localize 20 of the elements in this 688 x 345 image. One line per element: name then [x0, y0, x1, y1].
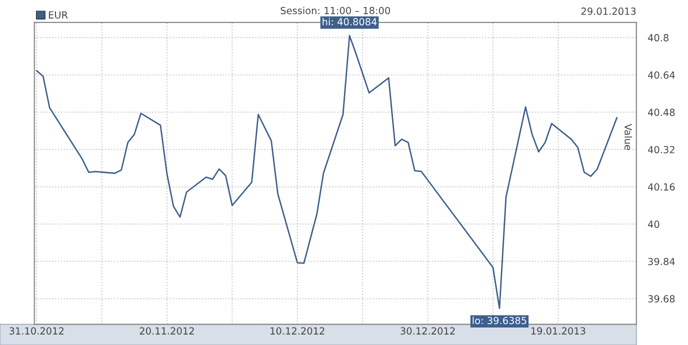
y-tick-label: 39.68 — [648, 295, 675, 302]
annotation: hi: 40.8084 — [322, 18, 377, 26]
x-tick-label: 19.01.2013 — [531, 327, 586, 335]
y-tick-label: 40.64 — [648, 71, 675, 79]
y-tick-label: 40.16 — [648, 183, 675, 191]
annotation: lo: 39.6385 — [472, 316, 526, 324]
x-tick-label: 20.11.2012 — [140, 327, 194, 335]
y-tick-label: 40.8 — [648, 34, 668, 42]
y-tick-label: 40 — [648, 220, 660, 228]
chart-title: Session: 11:00 – 18:00 — [280, 6, 390, 14]
x-tick-label: 10.12.2012 — [270, 327, 324, 335]
line-series — [36, 34, 618, 310]
y-axis-title: Value — [624, 124, 632, 150]
y-tick-label: 39.84 — [648, 258, 675, 266]
x-tick-label: 31.10.2012 — [9, 327, 64, 335]
legend-label: EUR — [48, 11, 68, 19]
x-tick-label: 30.12.2012 — [400, 327, 455, 335]
y-tick-label: 40.48 — [648, 108, 675, 116]
y-tick-label: 40.32 — [648, 146, 674, 154]
text: 29.01.2013 — [581, 8, 636, 15]
